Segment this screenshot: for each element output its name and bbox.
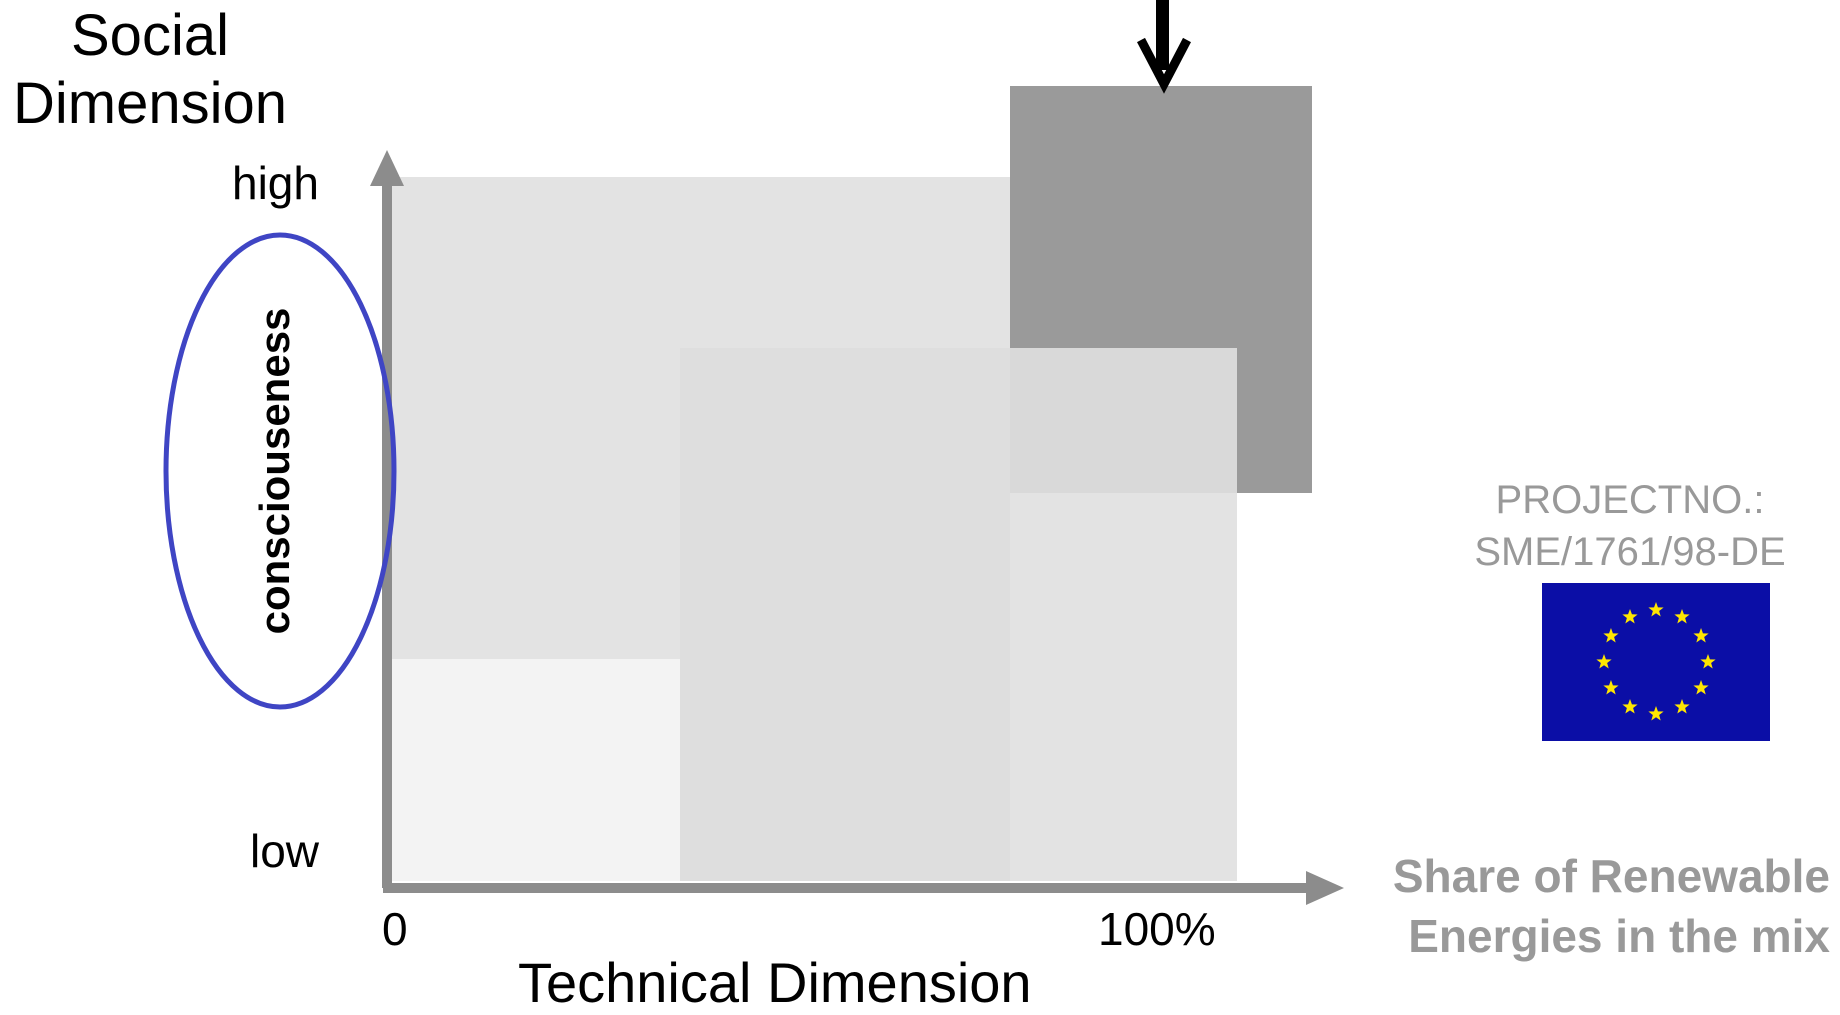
social-dimension-line1: Social — [71, 3, 229, 68]
project-label-line1: PROJECTNO.: — [1495, 478, 1765, 522]
eu-star-icon — [1603, 680, 1619, 695]
eu-star-icon — [1622, 608, 1638, 624]
eu-star-icon — [1674, 699, 1690, 714]
x-axis-hundred-label: 100% — [1098, 903, 1216, 955]
consciousness-label: consciouseness — [251, 307, 298, 635]
eu-star-icon — [1674, 608, 1690, 624]
right-middle-block — [1010, 348, 1237, 493]
eu-star-icon — [1648, 602, 1664, 617]
eu-star-icon — [1700, 654, 1716, 669]
down-arrow-icon — [1137, 0, 1191, 94]
share-renewables-label: Share of Renewable Energies in the mix — [1300, 846, 1830, 966]
technical-dimension-title: Technical Dimension — [518, 951, 1032, 1014]
eu-star-icon — [1622, 699, 1638, 714]
pale-lower-left-block — [392, 659, 680, 881]
social-dimension-line2: Dimension — [13, 71, 287, 136]
eu-star-icon — [1693, 628, 1709, 643]
project-number-label: PROJECTNO.: SME/1761/98-DE — [1460, 474, 1800, 578]
social-dimension-title: Social Dimension — [0, 2, 300, 138]
right-lower-block — [1010, 493, 1237, 881]
share-label-line2: Energies in the mix — [1408, 910, 1830, 962]
x-axis-zero-label: 0 — [382, 903, 408, 955]
eu-star-icon — [1693, 680, 1709, 695]
eu-star-icon — [1648, 706, 1664, 721]
share-label-line1: Share of Renewable — [1392, 850, 1830, 902]
y-axis-arrowhead — [370, 150, 404, 186]
y-axis-low-label: low — [250, 825, 320, 877]
eu-star-icon — [1596, 654, 1612, 669]
eu-flag-icon — [1542, 583, 1770, 741]
x-axis-arrowhead — [1306, 871, 1344, 905]
consciousness-ellipse — [163, 232, 397, 710]
y-axis-high-label: high — [232, 157, 319, 209]
eu-stars — [1596, 602, 1716, 721]
project-label-line2: SME/1761/98-DE — [1474, 530, 1786, 574]
eu-star-icon — [1603, 628, 1619, 643]
center-block — [680, 348, 1010, 881]
